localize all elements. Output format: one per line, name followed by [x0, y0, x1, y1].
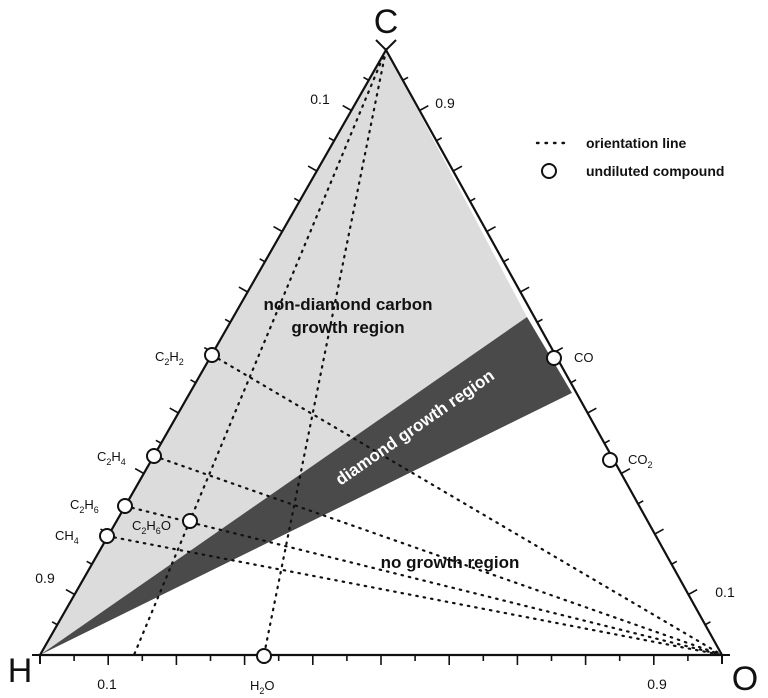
compound-label-c2h6: C2H6	[70, 497, 99, 515]
vertex-mark-c	[375, 39, 397, 52]
tick-mark-left-edge	[342, 104, 352, 112]
non-diamond-region	[40, 50, 527, 655]
tick-mark-right-edge	[637, 500, 644, 505]
tick-mark-right-edge	[604, 439, 611, 444]
compound-label-c2h6o: C2H6O	[132, 518, 171, 536]
tick-mark-left-edge	[307, 165, 318, 172]
compound-label-ch4: CH4	[55, 528, 79, 546]
orientation-lines	[105, 48, 724, 657]
legend-orientation-line-label: orientation line	[586, 135, 687, 151]
orientation-line	[152, 454, 724, 657]
vertex-marks	[32, 39, 730, 664]
compound-label-c2h4: C2H4	[97, 449, 126, 467]
tick-mark-right-edge	[503, 258, 510, 263]
tick-mark-left-edge	[190, 379, 197, 384]
tick-mark-left-edge	[224, 318, 231, 323]
tick-mark-left-edge	[51, 621, 58, 626]
diamond-region	[40, 317, 572, 655]
tick-marks	[51, 76, 711, 665]
tick-mark-left-edge	[273, 225, 283, 233]
tick-mark-left-edge	[86, 560, 93, 565]
tick-mark-right-edge	[402, 76, 409, 81]
tick-mark-left-edge	[238, 286, 248, 293]
compound-label-co: CO	[574, 350, 594, 365]
tick-label-left-bottom: 0.9	[35, 570, 55, 586]
tick-mark-left-edge	[293, 197, 300, 202]
orientation-line	[210, 353, 724, 657]
orientation-line	[105, 534, 724, 657]
tick-mark-right-edge	[570, 379, 577, 384]
compound-markers	[99, 347, 618, 664]
compound-marker-c2h6	[117, 498, 133, 514]
tick-mark-left-edge	[155, 439, 162, 444]
compound-marker-co	[546, 350, 562, 366]
compound-marker-co2	[602, 452, 618, 468]
compound-marker-c2h2	[204, 347, 220, 363]
tick-label-bottom-left: 0.1	[97, 676, 117, 692]
compound-label-co2: CO2	[628, 452, 653, 470]
tick-mark-left-edge	[363, 76, 370, 81]
no-growth-region-label: no growth region	[381, 553, 520, 572]
tick-mark-left-edge	[259, 258, 266, 263]
tick-mark-right-edge	[704, 621, 711, 626]
compound-marker-c2h4	[146, 448, 162, 464]
tick-mark-right-edge	[419, 104, 429, 112]
legend-undiluted-compound-label: undiluted compound	[586, 163, 724, 179]
tick-mark-right-edge	[520, 286, 530, 293]
tick-mark-left-edge	[134, 467, 145, 475]
tick-mark-left-edge	[169, 407, 179, 414]
compound-marker-h2o	[256, 648, 272, 664]
vertex-mark-o	[721, 654, 730, 664]
tick-mark-right-edge	[452, 165, 463, 172]
non-diamond-region-label-line1: non-diamond carbon	[263, 295, 432, 314]
no-growth-region	[40, 393, 722, 655]
tick-label-left-top: 0.1	[310, 91, 330, 107]
tick-mark-right-edge	[688, 588, 698, 596]
tick-label-right-bottom: 0.1	[715, 584, 735, 600]
legend: orientation line undiluted compound	[535, 135, 724, 179]
vertex-mark-h	[32, 654, 41, 664]
orientation-line	[262, 48, 388, 657]
tick-mark-right-edge	[671, 560, 678, 565]
tick-mark-right-edge	[536, 318, 543, 323]
tick-mark-right-edge	[486, 225, 496, 233]
non-diamond-region-label-line2: growth region	[291, 318, 404, 337]
tick-mark-right-edge	[620, 467, 631, 475]
tick-label-right-top: 0.9	[435, 95, 455, 111]
compound-label-c2h2: C2H2	[155, 349, 184, 367]
orientation-line	[123, 504, 724, 657]
tick-mark-left-edge	[65, 588, 75, 596]
tick-mark-right-edge	[469, 197, 476, 202]
tick-mark-right-edge	[587, 407, 597, 414]
tick-mark-right-edge	[654, 528, 664, 535]
tick-mark-right-edge	[436, 137, 443, 142]
legend-undiluted-compound-swatch	[541, 163, 557, 179]
compound-marker-ch4	[99, 528, 115, 544]
vertex-label-o: O	[732, 660, 758, 698]
tick-mark-left-edge	[328, 137, 335, 142]
vertex-label-h: H	[8, 652, 33, 690]
tick-label-bottom-right: 0.9	[647, 676, 667, 692]
vertex-label-c: C	[374, 3, 399, 41]
compound-marker-c2h6o	[182, 513, 198, 529]
compound-label-h2o: H2O	[250, 678, 275, 696]
